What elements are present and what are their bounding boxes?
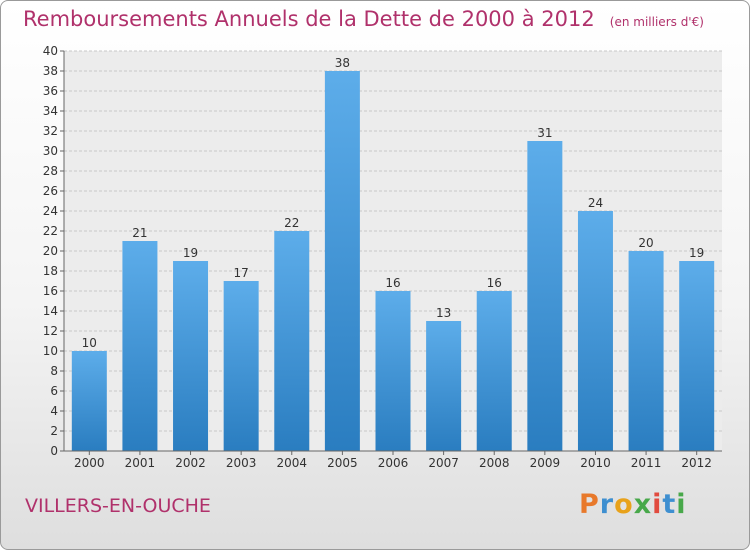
logo-letter: r [599, 489, 615, 520]
x-tick-label: 2010 [580, 456, 611, 470]
chart-title: Remboursements Annuels de la Dette de 20… [23, 7, 595, 31]
y-tick-label: 34 [43, 104, 58, 118]
logo-letter: x [633, 489, 653, 520]
bar-value-label: 21 [132, 226, 147, 240]
bar-value-label: 24 [588, 196, 603, 210]
y-tick-label: 4 [50, 404, 58, 418]
chart-title-row: Remboursements Annuels de la Dette de 20… [23, 7, 704, 31]
y-tick-label: 40 [43, 44, 58, 58]
y-tick-label: 14 [43, 304, 58, 318]
y-tick-label: 28 [43, 164, 58, 178]
bar [71, 351, 107, 451]
bar-value-label: 22 [284, 216, 299, 230]
y-tick-label: 18 [43, 264, 58, 278]
x-tick-label: 2009 [530, 456, 561, 470]
y-tick-label: 2 [50, 424, 58, 438]
value-labels-layer: 10 21 19 17 22 38 16 13 16 31 24 20 19 [82, 56, 705, 350]
y-tick-label: 16 [43, 284, 58, 298]
bar [426, 321, 462, 451]
bar-value-label: 16 [385, 276, 400, 290]
bar [324, 71, 360, 451]
bar [122, 241, 158, 451]
logo-letter: i [652, 489, 663, 520]
x-tick-label: 2001 [125, 456, 156, 470]
y-tick-label: 36 [43, 84, 58, 98]
x-tick-label: 2007 [428, 456, 459, 470]
x-tick-label: 2008 [479, 456, 510, 470]
bar [679, 261, 715, 451]
bar [375, 291, 411, 451]
y-tick-label: 24 [43, 204, 58, 218]
bar [527, 141, 563, 451]
bar-value-label: 20 [638, 236, 653, 250]
bar-value-label: 16 [487, 276, 502, 290]
bar [476, 291, 512, 451]
y-tick-label: 30 [43, 144, 58, 158]
x-tick-label: 2012 [681, 456, 712, 470]
bar [628, 251, 664, 451]
city-name: VILLERS-EN-OUCHE [25, 495, 211, 517]
bar-value-label: 10 [82, 336, 97, 350]
logo-letter: P [579, 489, 600, 520]
y-tick-label: 20 [43, 244, 58, 258]
bar-value-label: 31 [537, 126, 552, 140]
logo-letter: o [614, 489, 634, 520]
y-tick-label: 10 [43, 344, 58, 358]
bar [274, 231, 310, 451]
x-tick-label: 2000 [74, 456, 105, 470]
y-tick-label: 38 [43, 64, 58, 78]
y-tick-label: 12 [43, 324, 58, 338]
logo-letter: t [662, 489, 677, 520]
bars-layer [71, 71, 715, 451]
bar-value-label: 17 [234, 266, 249, 280]
chart-unit: (en milliers d'€) [609, 15, 704, 29]
y-tick-label: 6 [50, 384, 58, 398]
logo-letter: i [676, 489, 687, 520]
bar [173, 261, 209, 451]
y-tick-label: 32 [43, 124, 58, 138]
x-tick-label: 2003 [226, 456, 257, 470]
x-tick-label: 2002 [175, 456, 206, 470]
bar [223, 281, 259, 451]
y-tick-label: 26 [43, 184, 58, 198]
x-tick-label: 2011 [631, 456, 662, 470]
bar-value-label: 19 [183, 246, 198, 260]
bar [577, 211, 613, 451]
y-tick-label: 0 [50, 444, 58, 458]
y-tick-label: 22 [43, 224, 58, 238]
bar-value-label: 19 [689, 246, 704, 260]
y-tick-label: 8 [50, 364, 58, 378]
bar-value-label: 13 [436, 306, 451, 320]
proxiti-logo[interactable]: Proxiti [579, 489, 687, 520]
axis-layer: 0246810121416182022242628303234363840200… [43, 44, 722, 470]
bar-value-label: 38 [335, 56, 350, 70]
x-tick-label: 2005 [327, 456, 358, 470]
x-tick-label: 2004 [276, 456, 307, 470]
x-tick-label: 2006 [378, 456, 409, 470]
